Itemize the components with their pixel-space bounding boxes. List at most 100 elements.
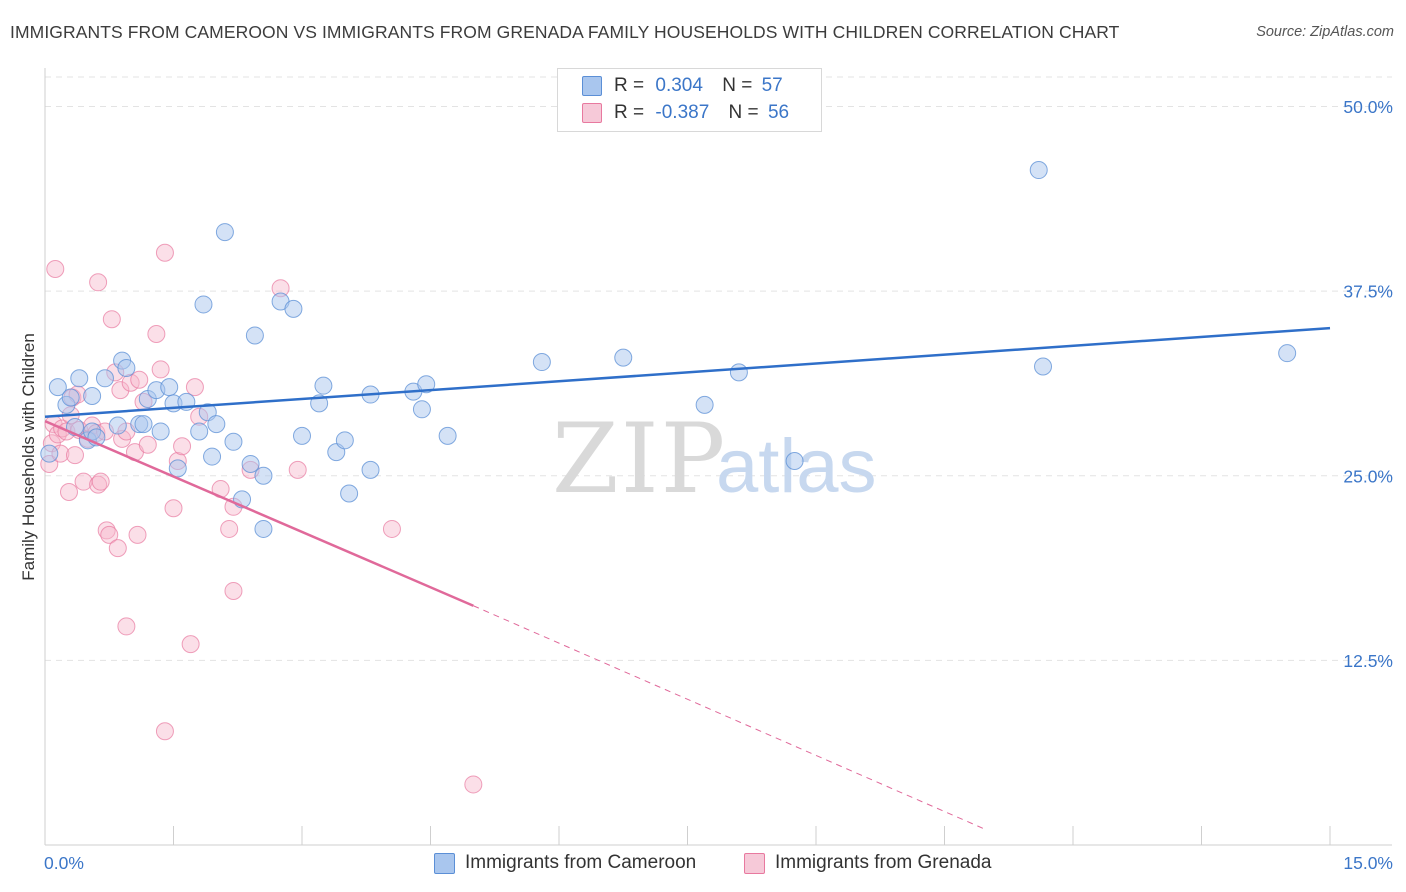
cameroon-point	[241, 454, 260, 473]
cameroon-point	[284, 299, 303, 318]
x-tick-label: 15.0%	[1343, 853, 1393, 873]
cameroon-legend-label: Immigrants from Cameroon	[465, 852, 697, 873]
cameroon-point	[1034, 357, 1053, 376]
grenada-legend-swatch	[744, 853, 765, 874]
legend-r-label: R =	[614, 102, 645, 123]
grenada-swatch	[582, 103, 602, 123]
grenada-point	[138, 435, 157, 454]
grenada-point	[224, 581, 243, 600]
grenada-point	[100, 525, 119, 544]
cameroon-point	[729, 363, 748, 382]
cameroon-point	[254, 466, 273, 485]
cameroon-point	[1278, 344, 1297, 363]
legend-grenada-n: 56	[767, 102, 790, 123]
cameroon-point	[95, 369, 114, 388]
grenada-point	[155, 243, 174, 262]
cameroon-point	[1029, 161, 1048, 180]
chart-title: IMMIGRANTS FROM CAMEROON VS IMMIGRANTS F…	[10, 22, 1120, 42]
cameroon-point	[614, 348, 633, 367]
cameroon-point	[314, 376, 333, 395]
cameroon-point	[108, 416, 127, 435]
legend-grenada-r: -0.387	[655, 102, 710, 123]
grenada-point	[102, 310, 121, 329]
grenada-point	[147, 324, 166, 343]
cameroon-points	[40, 161, 1297, 538]
grenada-point	[382, 519, 401, 538]
cameroon-point	[293, 426, 311, 445]
grenada-point	[89, 475, 108, 494]
grenada-point	[220, 519, 239, 538]
grid-lines	[45, 76, 1392, 661]
cameroon-swatch	[582, 76, 602, 96]
grenada-legend-label: Immigrants from Grenada	[775, 852, 992, 873]
cameroon-trend-line	[44, 326, 1331, 418]
cameroon-point	[190, 422, 209, 441]
grenada-point	[65, 446, 84, 465]
grenada-point	[74, 472, 93, 491]
grenada-point	[89, 273, 108, 292]
grenada-point	[164, 499, 183, 518]
cameroon-point	[83, 387, 102, 406]
cameroon-point	[245, 326, 264, 345]
cameroon-point	[70, 369, 89, 388]
grenada-trend-line	[44, 419, 474, 607]
cameroon-point	[417, 375, 436, 394]
grenada-point	[117, 617, 136, 636]
cameroon-point	[48, 378, 67, 397]
grenada-point	[288, 460, 307, 479]
cameroon-point	[194, 295, 213, 314]
grenada-point	[185, 378, 204, 397]
cameroon-point	[215, 223, 234, 242]
legend-n-label: N =	[722, 75, 753, 96]
grenada-point	[181, 635, 200, 654]
grenada-point	[91, 472, 110, 491]
grenada-trend-extension	[473, 605, 988, 831]
cameroon-point	[785, 452, 804, 470]
source-credit: Source: ZipAtlas.com	[1256, 24, 1394, 40]
y-tick-label: 37.5%	[1343, 282, 1393, 302]
cameroon-point	[151, 422, 170, 441]
grenada-point	[151, 360, 170, 379]
cameroon-point	[224, 432, 243, 451]
cameroon-point	[168, 459, 187, 478]
x-tick-label: 0.0%	[44, 853, 84, 873]
y-axis-label: Family Households with Children	[19, 333, 38, 581]
cameroon-point	[532, 353, 551, 372]
correlation-legend: R = 0.304 N = 57 R = -0.387 N = 56	[557, 68, 822, 132]
cameroon-point	[160, 378, 179, 397]
legend-cameroon-r: 0.304	[655, 75, 703, 96]
grenada-point	[108, 539, 127, 558]
cameroon-point	[438, 426, 457, 445]
cameroon-point	[61, 388, 80, 407]
grenada-point	[111, 381, 130, 400]
zipatlas-watermark: ZIP atlas	[552, 403, 877, 515]
legend-r-label: R =	[614, 75, 645, 96]
cameroon-point	[340, 484, 359, 503]
grenada-point	[173, 437, 192, 456]
grenada-point	[155, 722, 174, 741]
grenada-point	[59, 483, 78, 502]
cameroon-point	[335, 431, 354, 450]
cameroon-point	[117, 358, 136, 377]
cameroon-point	[207, 415, 226, 434]
grenada-point	[46, 260, 65, 278]
cameroon-point	[361, 460, 380, 479]
legend-n-label: N =	[728, 102, 759, 123]
watermark-zip: ZIP	[552, 403, 727, 515]
grenada-points	[40, 243, 483, 794]
cameroon-point	[40, 444, 59, 463]
y-tick-label: 25.0%	[1343, 466, 1393, 486]
grenada-point	[464, 775, 483, 794]
cameroon-legend-swatch	[434, 853, 455, 874]
cameroon-point	[254, 519, 273, 538]
legend-cameroon-n: 57	[761, 75, 783, 96]
cameroon-point	[203, 447, 222, 466]
grenada-point	[130, 370, 149, 389]
cameroon-point	[412, 400, 431, 419]
trend-lines	[44, 326, 1331, 831]
cameroon-point	[695, 395, 714, 414]
cameroon-point	[134, 415, 153, 434]
y-tick-label: 12.5%	[1343, 651, 1393, 671]
grenada-point	[128, 525, 147, 544]
